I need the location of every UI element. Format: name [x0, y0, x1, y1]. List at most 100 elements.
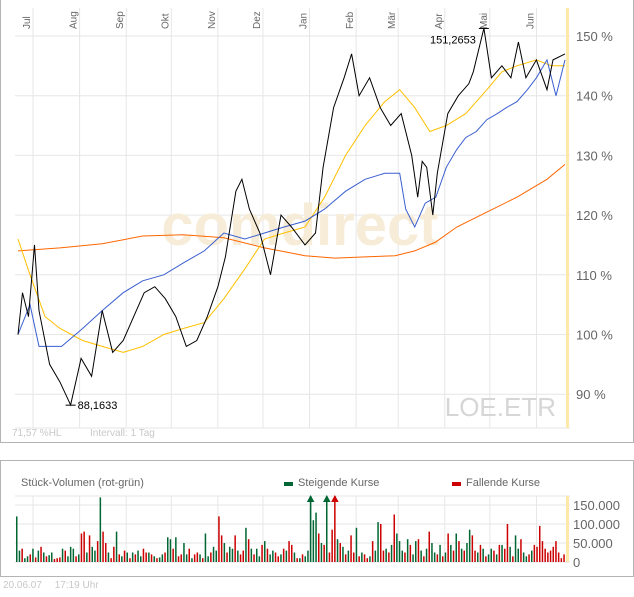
volume-bar-up	[115, 531, 118, 562]
volume-bar-up	[43, 552, 45, 562]
watermark-logo: comdirect	[161, 193, 438, 258]
volume-bar-up	[61, 548, 64, 562]
volume-bar-down	[64, 550, 66, 562]
volume-bar-up	[460, 548, 463, 562]
volume-bar-up	[207, 556, 209, 562]
volume-bar-down	[366, 558, 368, 562]
volume-bar-down	[226, 552, 228, 562]
volume-bar-up	[406, 539, 409, 562]
volume-bar-down	[539, 525, 541, 562]
volume-bar-down	[21, 548, 23, 562]
volume-bar-up	[487, 554, 490, 562]
volume-bar-down	[328, 552, 331, 562]
volume-bar-up	[86, 552, 88, 562]
volume-bar-down	[123, 550, 126, 562]
volume-bar-up	[377, 522, 379, 562]
volume-bar-down	[350, 535, 352, 562]
month-tick-label: Jun	[525, 13, 536, 29]
volume-bar-down	[277, 556, 279, 562]
volume-bar-up	[309, 496, 312, 562]
volume-bar-down	[393, 514, 395, 562]
volume-bar-up	[468, 529, 471, 562]
volume-bar-up	[531, 550, 533, 562]
volume-bar-down	[150, 554, 153, 562]
volume-bar-down	[552, 546, 554, 562]
volume-title: Stück-Volumen (rot-grün)	[21, 477, 144, 489]
series-line-blue	[17, 58, 566, 347]
volume-bar-up	[307, 550, 309, 562]
volume-bar-down	[528, 554, 530, 562]
volume-bar-down	[218, 516, 220, 562]
volume-bar-down	[428, 531, 430, 562]
y-tick-label: 90 %	[576, 387, 606, 402]
volume-bar-up	[342, 546, 344, 562]
month-tick-label: Okt	[160, 13, 171, 29]
legend-down-label: Fallende Kurse	[466, 477, 540, 489]
volume-bar-up	[455, 533, 457, 562]
volume-bar-up	[361, 552, 363, 562]
volume-bar-down	[102, 531, 104, 562]
volume-bar-up	[153, 556, 155, 562]
y-tick-label: 130 %	[576, 148, 613, 163]
grid: 90 % 100 % 110 % 120 % 130 % 140 % 150 % Jul Aug…	[15, 8, 620, 570]
volume-bar-down	[436, 554, 439, 562]
volume-bar-up	[482, 548, 484, 562]
volume-bar-down	[247, 539, 250, 562]
volume-bar-down	[318, 533, 320, 562]
current-date-marker-volume	[566, 496, 569, 562]
y-tick-label: 100 %	[576, 328, 613, 343]
volume-bar-up	[137, 550, 139, 562]
month-tick-label: Sep	[115, 11, 126, 29]
series-line-ma-short	[17, 59, 565, 353]
volume-bar-down	[45, 556, 48, 562]
volume-bar-up	[94, 550, 96, 562]
volume-bar-down	[177, 556, 180, 562]
volume-bar-up	[425, 548, 428, 562]
volume-bar-up	[212, 546, 215, 562]
volume-bar-up	[336, 539, 339, 562]
volume-bar-down	[53, 558, 56, 562]
extreme-value-label: 88,1633	[78, 400, 118, 412]
volume-bar-up	[256, 548, 258, 562]
volume-bar-down	[458, 541, 460, 562]
volume-bar-up	[48, 555, 50, 562]
volume-bar-down	[291, 544, 293, 562]
volume-bar-up	[107, 552, 110, 562]
volume-bar-down	[75, 556, 77, 562]
volume-bar-down	[557, 552, 560, 562]
volume-bar-up	[131, 552, 134, 562]
volume-bar-down	[118, 554, 120, 562]
volume-bar-down	[261, 544, 263, 562]
volume-bar-down	[358, 556, 360, 562]
volume-bar-up	[78, 554, 80, 562]
month-tick-label: Nov	[207, 11, 218, 29]
volume-bar-down	[296, 558, 298, 562]
volume-bar-up	[299, 558, 301, 562]
current-date-marker	[566, 8, 569, 428]
volume-y-tick-label: 0	[573, 555, 580, 570]
volume-bar-up	[99, 497, 102, 562]
volume-bar-down	[323, 544, 325, 562]
volume-bar-down	[145, 552, 147, 562]
volume-bar-up	[412, 554, 414, 562]
volume-bar-up	[269, 554, 271, 562]
volume-bar-down	[282, 548, 285, 562]
off-scale-arrow-icon	[331, 495, 339, 502]
volume-bar-up	[385, 548, 387, 562]
volume-bar-down	[110, 558, 112, 562]
volume-y-tick-label: 150.000	[573, 498, 620, 513]
month-tick-label: Jan	[299, 13, 310, 29]
volume-bar-down	[549, 550, 552, 562]
volume-bar-up	[517, 548, 519, 562]
month-tick-label: Jul	[22, 16, 33, 29]
volume-bar-down	[479, 544, 482, 562]
volume-bar-down	[56, 558, 58, 562]
volume-bar-down	[164, 552, 166, 562]
volume-bar-down	[404, 552, 406, 562]
volume-bar-up	[315, 512, 317, 562]
volume-bar-up	[140, 556, 142, 562]
volume-bar-up	[24, 558, 26, 562]
volume-bar-down	[80, 533, 83, 562]
series-lines	[17, 28, 566, 407]
